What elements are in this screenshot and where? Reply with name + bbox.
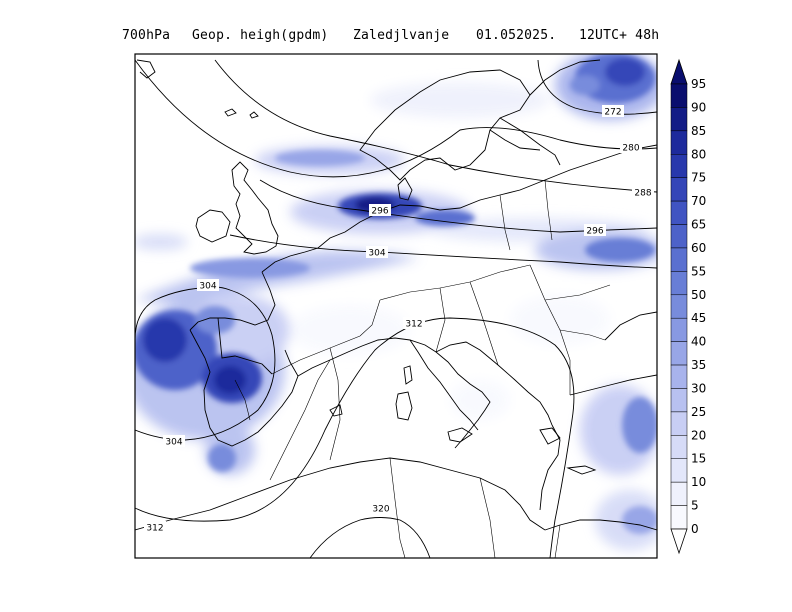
contour-label: 296 bbox=[369, 204, 391, 217]
colorbar-tick-label: 40 bbox=[691, 335, 706, 349]
colorbar-swatch bbox=[670, 364, 688, 389]
colorbar-swatch bbox=[670, 458, 688, 483]
colorbar-swatch bbox=[670, 130, 688, 155]
colorbar-swatch bbox=[670, 224, 688, 249]
svg-text:296: 296 bbox=[371, 207, 388, 217]
colorbar-swatch bbox=[670, 388, 688, 413]
contour-label: 320 bbox=[370, 502, 392, 515]
contour-320 bbox=[309, 517, 431, 558]
colorbar-swatch bbox=[670, 247, 688, 272]
colorbar-swatch bbox=[670, 271, 688, 296]
contour-label: 304 bbox=[163, 435, 185, 448]
colorbar-tick-label: 15 bbox=[691, 452, 706, 466]
colorbar-swatch bbox=[670, 200, 688, 225]
svg-text:320: 320 bbox=[372, 505, 389, 515]
forecast-date: 01.052025. bbox=[476, 28, 557, 43]
plot-frame bbox=[134, 53, 658, 559]
contour-label: 304 bbox=[366, 246, 388, 259]
colorbar-swatch bbox=[670, 481, 688, 506]
contour-288 bbox=[214, 59, 657, 193]
svg-text:280: 280 bbox=[622, 144, 639, 154]
colorbar-swatch bbox=[670, 341, 688, 366]
colorbar-tick-label: 85 bbox=[691, 124, 706, 138]
colorbar-swatch bbox=[670, 317, 688, 342]
colorbar-tick-label: 25 bbox=[691, 405, 706, 419]
colorbar-arrow-top bbox=[670, 58, 688, 85]
field-name: Geop. heigh(gpdm) bbox=[192, 28, 329, 43]
contour-272 bbox=[537, 59, 657, 115]
colorbar-swatch bbox=[670, 505, 688, 530]
contour-label: 312 bbox=[144, 521, 166, 534]
contour-label: 296 bbox=[584, 224, 606, 237]
svg-text:312: 312 bbox=[146, 524, 163, 534]
colorbar-tick-label: 0 bbox=[691, 522, 699, 536]
contour-labels: 272 280 288 296 296 304 bbox=[144, 105, 654, 534]
colorbar-tick-label: 50 bbox=[691, 288, 706, 302]
colorbar-tick-label: 10 bbox=[691, 475, 706, 489]
colorbar-tick-label: 35 bbox=[691, 358, 706, 372]
contour-label: 288 bbox=[632, 186, 654, 199]
colorbar-tick-label: 70 bbox=[691, 194, 706, 208]
contour-label: 280 bbox=[620, 141, 642, 154]
colorbar-swatch bbox=[670, 83, 688, 108]
colorbar-tick-label: 60 bbox=[691, 241, 706, 255]
colorbar-swatch bbox=[670, 435, 688, 459]
contour-label: 304 bbox=[197, 279, 219, 292]
source-name: Zaledjlvanje bbox=[353, 28, 450, 43]
colorbar-tick-label: 55 bbox=[691, 264, 706, 278]
plot-area: 272 280 288 296 296 304 bbox=[135, 54, 657, 558]
colorbar-tick-label: 45 bbox=[691, 311, 706, 325]
colorbar-tick-label: 80 bbox=[691, 147, 706, 161]
colorbar-tick-label: 5 bbox=[691, 499, 699, 513]
svg-text:296: 296 bbox=[586, 227, 603, 237]
colorbar-tick-label: 20 bbox=[691, 428, 706, 442]
contour-label: 272 bbox=[602, 105, 624, 118]
forecast-time: 12UTC+ 48h bbox=[579, 28, 660, 43]
contour-280 bbox=[135, 59, 657, 178]
colorbar-swatch bbox=[670, 177, 688, 202]
svg-text:272: 272 bbox=[604, 108, 621, 118]
colorbar-tick-label: 30 bbox=[691, 381, 706, 395]
colorbar-tick-label: 95 bbox=[691, 77, 706, 91]
country-borders bbox=[234, 179, 611, 558]
pressure-level: 700hPa bbox=[122, 28, 171, 43]
colorbar-swatch bbox=[670, 294, 688, 319]
map-header: 700hPa Geop. heigh(gpdm) Zaledjlvanje 01… bbox=[0, 28, 792, 48]
colorbar-swatch bbox=[670, 411, 688, 436]
contour-312 bbox=[135, 317, 575, 558]
colorbar-tick-label: 90 bbox=[691, 100, 706, 114]
contour-304-north bbox=[229, 234, 657, 269]
colorbar-tick-label: 75 bbox=[691, 171, 706, 185]
contour-label: 312 bbox=[403, 317, 425, 330]
colorbar-arrow-bottom bbox=[670, 528, 688, 555]
colorbar-swatch bbox=[670, 107, 688, 132]
svg-text:288: 288 bbox=[634, 189, 651, 199]
svg-text:304: 304 bbox=[199, 282, 216, 292]
svg-text:304: 304 bbox=[165, 438, 182, 448]
colorbar-swatch bbox=[670, 154, 688, 178]
svg-text:312: 312 bbox=[405, 320, 422, 330]
svg-text:304: 304 bbox=[368, 249, 385, 259]
colorbar-tick-label: 65 bbox=[691, 218, 706, 232]
